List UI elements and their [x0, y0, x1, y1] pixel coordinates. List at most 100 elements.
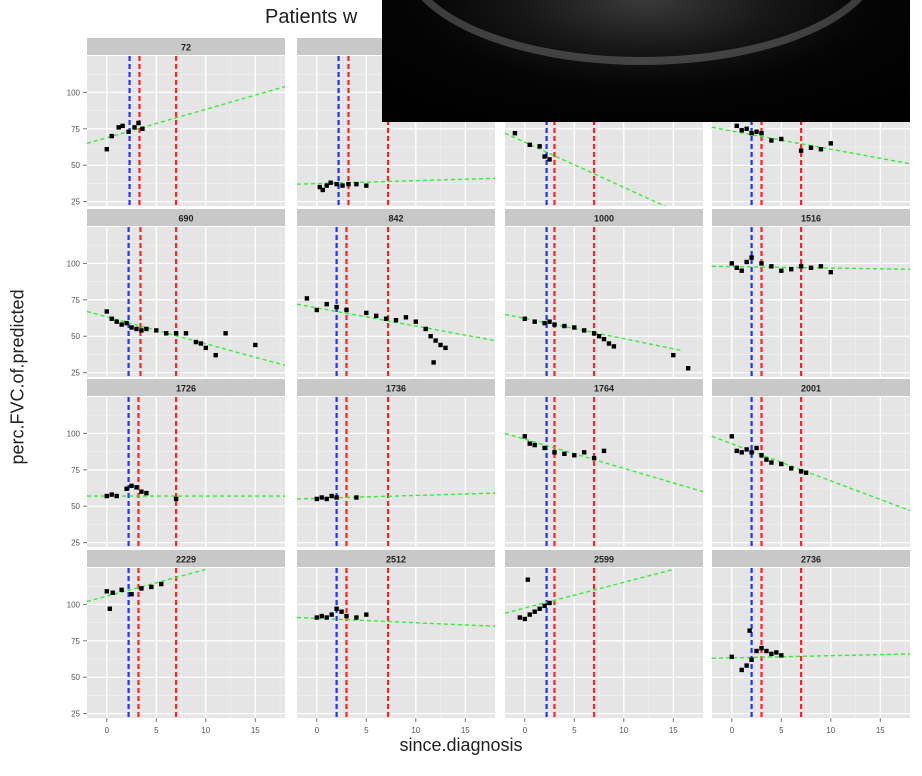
panel-strip-label: 2229	[176, 555, 196, 565]
data-point	[443, 345, 448, 351]
data-point	[798, 148, 804, 153]
data-point	[749, 130, 754, 136]
data-point	[542, 320, 547, 326]
data-point	[552, 322, 557, 327]
data-point	[334, 606, 339, 611]
data-point	[107, 606, 112, 611]
data-point	[124, 320, 129, 326]
data-point	[572, 453, 577, 458]
data-point	[203, 345, 208, 351]
data-point	[729, 434, 734, 439]
data-point	[532, 319, 537, 324]
trend-line	[297, 616, 495, 627]
data-point	[601, 448, 607, 454]
data-point	[134, 485, 139, 490]
data-point	[104, 493, 109, 499]
data-point	[828, 141, 833, 146]
data-point	[572, 325, 577, 330]
data-point	[334, 181, 339, 187]
data-point	[818, 264, 824, 269]
data-point	[140, 126, 145, 132]
data-point	[334, 304, 339, 310]
data-point	[393, 318, 399, 323]
dark-image-overlay	[382, 0, 910, 122]
data-point	[671, 352, 676, 358]
panel-strip	[505, 209, 703, 226]
x-tick-label: 5	[364, 726, 369, 735]
data-point	[522, 434, 527, 439]
x-tick-label: 10	[201, 726, 210, 735]
panel-strip	[87, 550, 285, 567]
panel-strip-label: 690	[178, 214, 193, 224]
panel-strip	[87, 209, 285, 226]
trend-line	[505, 432, 703, 493]
data-point	[124, 486, 129, 491]
x-tick-label: 10	[619, 726, 628, 735]
data-point	[803, 470, 809, 475]
y-tick-label: 75	[71, 296, 80, 305]
data-point	[340, 183, 345, 188]
data-point	[319, 613, 324, 619]
panel-strip-label: 1516	[801, 214, 821, 224]
data-point	[116, 125, 121, 130]
data-point	[339, 609, 344, 614]
y-tick-label: 100	[67, 88, 81, 97]
data-point	[364, 612, 369, 617]
data-point	[320, 187, 325, 193]
data-point	[808, 265, 814, 270]
data-point	[129, 592, 134, 597]
y-tick-label: 25	[71, 369, 80, 378]
data-point	[754, 648, 759, 654]
data-point	[779, 136, 784, 142]
data-point	[134, 326, 139, 332]
data-point	[317, 184, 322, 190]
data-point	[104, 589, 109, 594]
data-point	[119, 587, 124, 593]
panel-strip	[712, 550, 910, 567]
data-point	[126, 129, 131, 134]
data-point	[828, 269, 833, 275]
panel-background	[297, 397, 495, 547]
panel-background	[297, 568, 495, 718]
data-point	[789, 466, 794, 471]
panel-strip-label: 842	[388, 214, 403, 224]
data-point	[562, 451, 567, 456]
data-point	[517, 615, 523, 620]
overlay-arc	[402, 0, 882, 65]
panel-strip	[297, 379, 495, 396]
x-tick-label: 5	[572, 726, 577, 735]
data-point	[764, 648, 769, 654]
data-point	[354, 615, 359, 620]
x-tick-label: 5	[154, 726, 159, 735]
panel-strip-label: 72	[181, 43, 191, 53]
data-point	[522, 616, 527, 622]
panel-strip	[712, 379, 910, 396]
data-point	[729, 261, 734, 266]
data-point	[364, 183, 369, 188]
data-point	[527, 142, 532, 148]
y-tick-label: 25	[71, 710, 80, 719]
data-point	[734, 265, 739, 270]
data-point	[744, 663, 749, 668]
x-tick-label: 10	[826, 726, 835, 735]
data-point	[154, 328, 159, 333]
data-point	[779, 268, 784, 273]
data-point	[149, 584, 154, 590]
data-point	[547, 600, 552, 606]
data-point	[591, 455, 597, 461]
data-point	[346, 181, 351, 187]
panel-strip	[87, 379, 285, 396]
data-point	[774, 650, 779, 655]
data-point	[582, 450, 587, 455]
data-point	[423, 326, 428, 332]
x-tick-label: 0	[315, 726, 320, 735]
data-point	[374, 313, 379, 319]
data-point	[144, 490, 149, 496]
data-point	[329, 612, 334, 617]
panel-background	[297, 227, 495, 377]
panel-background	[712, 227, 910, 377]
data-point	[582, 328, 587, 333]
data-point	[744, 259, 749, 265]
data-point	[114, 319, 119, 324]
